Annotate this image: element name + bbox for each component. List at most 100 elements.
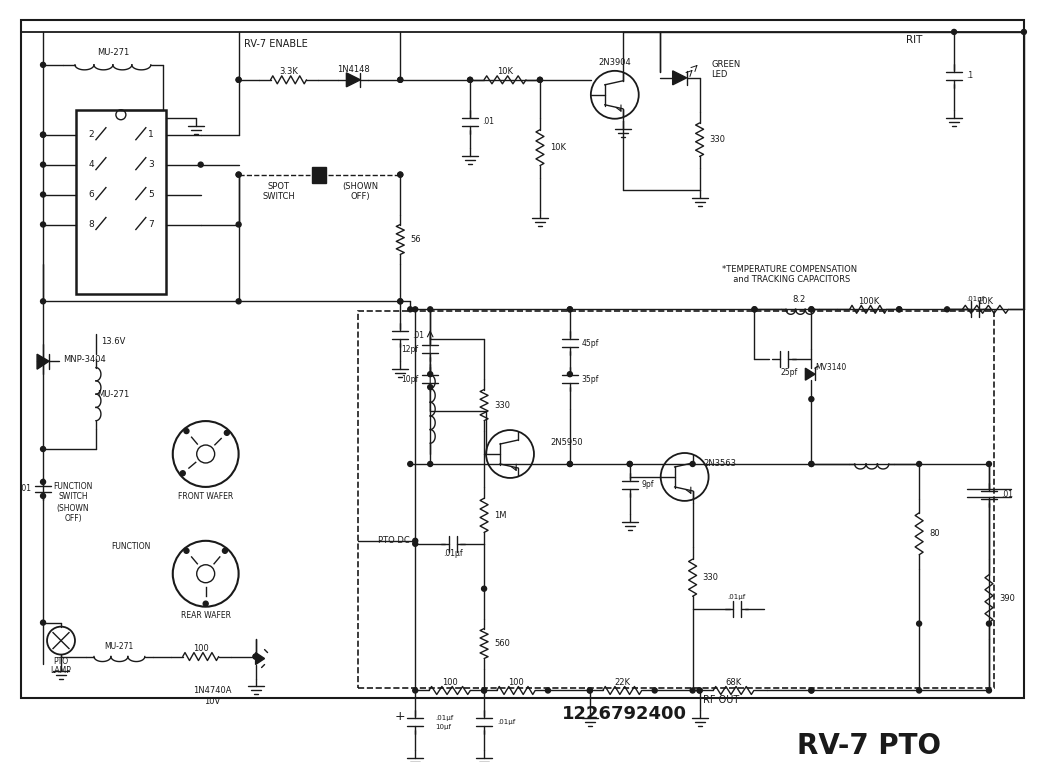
Circle shape	[237, 77, 241, 83]
Text: 13.6V: 13.6V	[101, 337, 125, 346]
Circle shape	[568, 307, 572, 312]
Text: (SHOWN: (SHOWN	[342, 182, 378, 191]
Circle shape	[237, 77, 241, 83]
Text: 330: 330	[702, 573, 719, 582]
Circle shape	[752, 307, 756, 312]
Circle shape	[545, 688, 550, 693]
Circle shape	[538, 77, 543, 83]
Circle shape	[917, 688, 921, 693]
Text: .01: .01	[19, 484, 31, 494]
Circle shape	[41, 480, 46, 484]
Circle shape	[568, 461, 572, 467]
Text: 7: 7	[148, 220, 153, 229]
Circle shape	[987, 621, 992, 626]
Text: 45pf: 45pf	[581, 338, 599, 348]
Text: FUNCTION: FUNCTION	[53, 482, 93, 491]
Bar	[358, 311, 994, 688]
Text: 100: 100	[193, 644, 208, 653]
Circle shape	[809, 307, 814, 312]
Text: 10V: 10V	[204, 697, 221, 706]
Circle shape	[203, 601, 208, 606]
Text: MU-271: MU-271	[97, 390, 129, 399]
Text: 68K: 68K	[725, 678, 742, 687]
Text: LAMP: LAMP	[51, 666, 72, 675]
Text: .01: .01	[482, 117, 494, 126]
Bar	[313, 167, 326, 183]
Circle shape	[809, 307, 814, 312]
Circle shape	[652, 688, 658, 693]
Circle shape	[41, 299, 46, 304]
Circle shape	[41, 222, 46, 227]
Circle shape	[568, 461, 572, 467]
Circle shape	[809, 397, 814, 402]
Circle shape	[468, 77, 473, 83]
Circle shape	[398, 77, 403, 83]
Circle shape	[468, 77, 473, 83]
Polygon shape	[805, 368, 815, 380]
Text: 100: 100	[508, 678, 524, 687]
Text: 12pf: 12pf	[401, 345, 418, 354]
Text: 2N3904: 2N3904	[598, 58, 631, 67]
Text: 1N4148: 1N4148	[337, 66, 370, 74]
Polygon shape	[38, 354, 49, 369]
Text: RF OUT: RF OUT	[703, 695, 740, 705]
Circle shape	[1021, 30, 1026, 34]
Circle shape	[568, 371, 572, 377]
Circle shape	[481, 688, 487, 693]
Text: 4: 4	[89, 160, 94, 169]
Text: 25pf: 25pf	[780, 367, 798, 377]
Text: MU-271: MU-271	[104, 642, 133, 651]
Text: .01: .01	[1001, 490, 1013, 500]
Circle shape	[222, 549, 227, 553]
Text: 56: 56	[411, 235, 421, 244]
Bar	[76, 110, 166, 294]
Text: 6: 6	[89, 190, 94, 199]
Text: 330: 330	[710, 135, 725, 144]
Circle shape	[184, 549, 189, 553]
Circle shape	[427, 371, 432, 377]
Circle shape	[897, 307, 901, 312]
Circle shape	[413, 542, 418, 546]
Circle shape	[690, 688, 695, 693]
Text: 560: 560	[494, 639, 510, 648]
Text: 10K: 10K	[497, 67, 513, 76]
Polygon shape	[346, 73, 361, 87]
Circle shape	[407, 461, 413, 467]
Circle shape	[398, 299, 403, 304]
Text: .01µf: .01µf	[497, 720, 516, 725]
Circle shape	[41, 446, 46, 452]
Text: 10K: 10K	[550, 143, 566, 152]
Text: 3.3K: 3.3K	[279, 67, 298, 76]
Text: GREEN: GREEN	[712, 60, 741, 70]
Circle shape	[809, 688, 814, 693]
Circle shape	[951, 30, 957, 34]
Text: 2N5950: 2N5950	[550, 438, 582, 446]
Text: 5: 5	[148, 190, 153, 199]
Circle shape	[809, 461, 814, 467]
Text: 10µf: 10µf	[436, 724, 451, 730]
Circle shape	[237, 172, 241, 177]
Circle shape	[917, 621, 921, 626]
Circle shape	[237, 299, 241, 304]
Text: +: +	[395, 710, 405, 723]
Text: 35pf: 35pf	[581, 374, 599, 384]
Text: SWITCH: SWITCH	[58, 493, 88, 501]
Circle shape	[413, 539, 418, 543]
Text: 1M: 1M	[494, 511, 506, 520]
Text: PTO: PTO	[53, 657, 69, 666]
Text: MU-271: MU-271	[97, 48, 129, 57]
Circle shape	[427, 307, 432, 312]
Circle shape	[413, 688, 418, 693]
Text: 10pf: 10pf	[401, 374, 418, 384]
Text: 330: 330	[494, 400, 511, 410]
Text: FRONT WAFER: FRONT WAFER	[178, 493, 233, 501]
Circle shape	[427, 384, 432, 390]
Text: OFF): OFF)	[65, 514, 82, 523]
Text: 80: 80	[929, 529, 940, 539]
Text: 1226792400: 1226792400	[563, 705, 688, 724]
Circle shape	[697, 688, 702, 693]
Text: 10K: 10K	[977, 297, 993, 306]
Text: .1: .1	[966, 71, 973, 80]
Text: .01µf: .01µf	[966, 296, 984, 303]
Text: 2: 2	[89, 130, 94, 139]
